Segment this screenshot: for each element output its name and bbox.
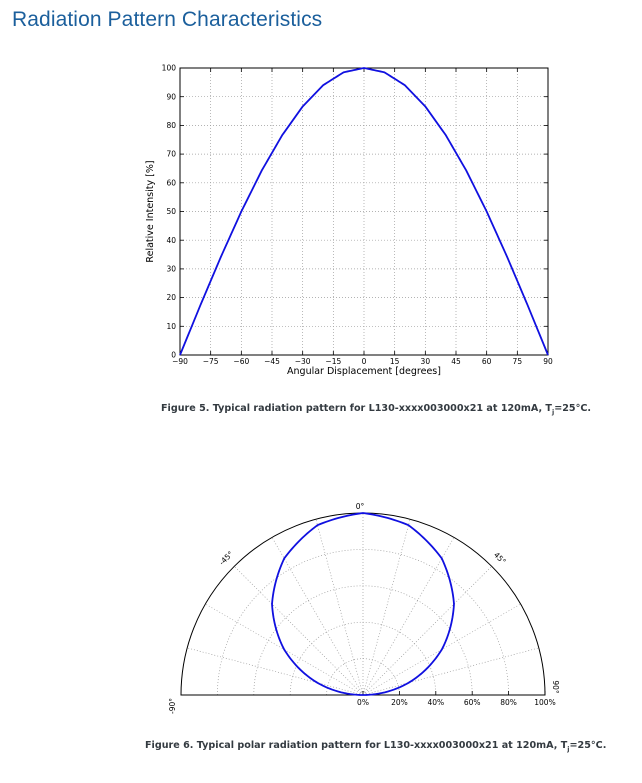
polar-series-line [271, 512, 455, 696]
y-tick-label: 50 [166, 207, 176, 216]
y-tick-label: 80 [166, 121, 176, 130]
radial-tick-label: 40% [427, 698, 444, 707]
angle-label-45: 45° [492, 550, 508, 566]
polar-radiation-chart: 0% 20% 40% 60% 80% 100% 0° 45° -45° 90° -90° [168, 502, 560, 714]
angle-label-minus-45: -45° [217, 549, 235, 567]
page-title: Radiation Pattern Characteristics [12, 8, 323, 31]
radial-tick-label: 0% [357, 698, 369, 707]
x-tick-label: −90 [172, 357, 188, 366]
figure-6-caption-text: Figure 6. Typical polar radiation patter… [145, 740, 568, 751]
radial-tick-label: 20% [391, 698, 408, 707]
angle-gridline [362, 566, 492, 696]
angle-gridline [315, 519, 364, 696]
x-tick-label: 75 [513, 357, 523, 366]
y-tick-label: 70 [166, 150, 176, 159]
y-axis-label: Relative Intensity [%] [145, 160, 156, 262]
x-tick-label: 30 [421, 357, 431, 366]
angle-gridline [187, 647, 364, 696]
x-tick-label: −30 [295, 357, 311, 366]
angle-gridline [362, 537, 455, 696]
x-tick-label: −75 [203, 357, 219, 366]
intensity-vs-angle-chart: −90 −75 −60 −45 −30 −15 0 15 30 45 60 75 90 0 10 20 30 40… [145, 64, 553, 377]
radial-gridline [253, 585, 473, 696]
figure-5-caption-subscript: j [551, 407, 555, 416]
angle-label-90: 90° [551, 680, 560, 694]
figure-6-caption-tail: =25°C. [569, 740, 607, 751]
y-tick-label: 90 [166, 92, 176, 101]
radial-tick-label: 60% [464, 698, 481, 707]
y-tick-label: 100 [162, 64, 177, 73]
y-tick-label: 0 [171, 351, 176, 360]
x-tick-label: 90 [543, 357, 553, 366]
x-tick-label: −15 [325, 357, 341, 366]
figure-5-caption-tail: =25°C. [554, 403, 592, 414]
figure-6-caption: Figure 6. Typical polar radiation patter… [145, 740, 606, 753]
x-tick-label: −60 [233, 357, 249, 366]
y-tick-label: 30 [166, 265, 176, 274]
x-tick-label: 0 [362, 357, 367, 366]
radial-tick-label: 100% [534, 698, 555, 707]
angle-gridline [362, 519, 411, 696]
y-tick-label: 10 [166, 322, 176, 331]
figure-5-caption: Figure 5. Typical radiation pattern for … [161, 403, 591, 416]
x-tick-label: 60 [482, 357, 492, 366]
angle-gridline [362, 647, 539, 696]
figure-5-caption-text: Figure 5. Typical radiation pattern for … [161, 403, 552, 414]
x-tick-label: 45 [451, 357, 461, 366]
angle-label-minus-90: -90° [168, 698, 177, 714]
y-tick-label: 40 [166, 236, 176, 245]
angle-gridline [234, 566, 364, 696]
y-tick-label: 20 [166, 293, 176, 302]
radial-gridline [217, 549, 509, 696]
x-axis-label: Angular Displacement [degrees] [287, 366, 441, 377]
y-tick-label: 60 [166, 178, 176, 187]
angle-gridline [271, 537, 364, 696]
intensity-series-line [179, 67, 549, 356]
x-tick-label: −45 [264, 357, 280, 366]
radial-tick-label: 80% [500, 698, 517, 707]
figure-6-caption-subscript: j [567, 744, 570, 753]
x-tick-label: 15 [390, 357, 400, 366]
angle-label-0: 0° [356, 502, 365, 511]
